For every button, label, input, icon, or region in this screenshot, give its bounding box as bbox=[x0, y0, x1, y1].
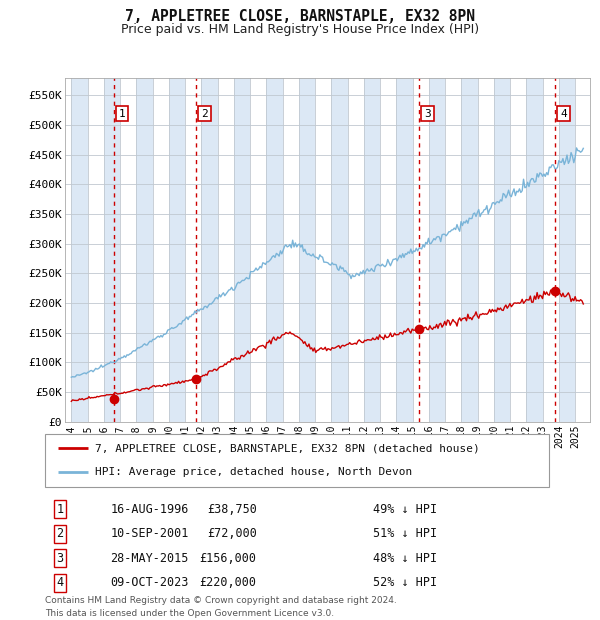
Text: £38,750: £38,750 bbox=[207, 503, 257, 516]
Text: 10-SEP-2001: 10-SEP-2001 bbox=[110, 528, 189, 540]
Bar bbox=[331, 78, 347, 422]
Text: £72,000: £72,000 bbox=[207, 528, 257, 540]
Text: 28-MAY-2015: 28-MAY-2015 bbox=[110, 552, 189, 565]
Bar bbox=[559, 78, 575, 422]
Bar bbox=[429, 78, 445, 422]
Bar bbox=[364, 78, 380, 422]
Bar bbox=[397, 78, 413, 422]
Text: 48% ↓ HPI: 48% ↓ HPI bbox=[373, 552, 437, 565]
Bar bbox=[169, 78, 185, 422]
Text: 16-AUG-1996: 16-AUG-1996 bbox=[110, 503, 189, 516]
Text: 09-OCT-2023: 09-OCT-2023 bbox=[110, 577, 189, 590]
Text: 2: 2 bbox=[201, 108, 208, 118]
Text: 3: 3 bbox=[56, 552, 64, 565]
Bar bbox=[71, 78, 88, 422]
Bar bbox=[234, 78, 250, 422]
Text: Contains HM Land Registry data © Crown copyright and database right 2024.
This d: Contains HM Land Registry data © Crown c… bbox=[45, 596, 397, 618]
Bar bbox=[494, 78, 510, 422]
Text: HPI: Average price, detached house, North Devon: HPI: Average price, detached house, Nort… bbox=[95, 467, 413, 477]
Text: 1: 1 bbox=[119, 108, 125, 118]
Bar bbox=[526, 78, 542, 422]
Bar bbox=[202, 78, 218, 422]
Bar bbox=[104, 78, 120, 422]
Text: 2: 2 bbox=[56, 528, 64, 540]
Bar bbox=[461, 78, 478, 422]
Text: 52% ↓ HPI: 52% ↓ HPI bbox=[373, 577, 437, 590]
Text: 4: 4 bbox=[560, 108, 567, 118]
Text: 1: 1 bbox=[56, 503, 64, 516]
Text: 49% ↓ HPI: 49% ↓ HPI bbox=[373, 503, 437, 516]
Text: 7, APPLETREE CLOSE, BARNSTAPLE, EX32 8PN: 7, APPLETREE CLOSE, BARNSTAPLE, EX32 8PN bbox=[125, 9, 475, 24]
Text: Price paid vs. HM Land Registry's House Price Index (HPI): Price paid vs. HM Land Registry's House … bbox=[121, 23, 479, 36]
Text: £156,000: £156,000 bbox=[200, 552, 257, 565]
Bar bbox=[266, 78, 283, 422]
Text: 51% ↓ HPI: 51% ↓ HPI bbox=[373, 528, 437, 540]
Bar bbox=[299, 78, 315, 422]
Text: 4: 4 bbox=[56, 577, 64, 590]
Bar bbox=[136, 78, 152, 422]
Text: £220,000: £220,000 bbox=[200, 577, 257, 590]
Text: 3: 3 bbox=[424, 108, 431, 118]
Text: 7, APPLETREE CLOSE, BARNSTAPLE, EX32 8PN (detached house): 7, APPLETREE CLOSE, BARNSTAPLE, EX32 8PN… bbox=[95, 443, 480, 453]
